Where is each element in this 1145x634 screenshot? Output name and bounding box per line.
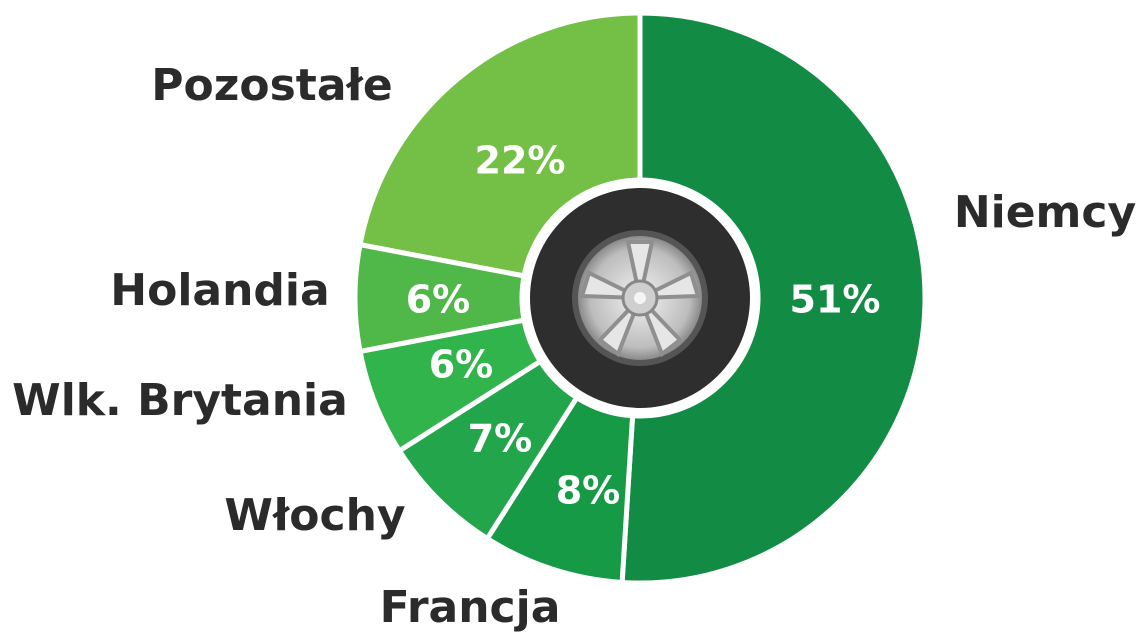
category-label: Francja: [380, 582, 561, 633]
slice: [619, 10, 928, 586]
category-label: Wlk. Brytania: [12, 375, 348, 426]
category-label: Pozostałe: [151, 60, 392, 111]
value-label: 22%: [475, 139, 566, 183]
category-label: Holandia: [110, 265, 329, 316]
value-label: 8%: [556, 469, 621, 513]
slices: [352, 10, 928, 586]
slice: [357, 10, 643, 279]
value-label: 6%: [406, 278, 471, 322]
value-label: 51%: [790, 278, 881, 322]
value-label: 7%: [468, 417, 533, 461]
category-label: Niemcy: [954, 187, 1136, 238]
hub-center: [634, 292, 646, 304]
category-label: Włochy: [224, 490, 405, 541]
tire-icon: [530, 188, 750, 408]
value-label: 6%: [429, 343, 494, 387]
